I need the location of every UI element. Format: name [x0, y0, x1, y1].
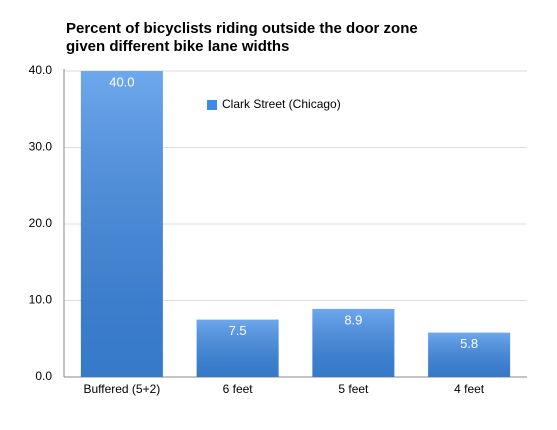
bar-shade — [428, 332, 511, 377]
y-tick-label: 0.0 — [35, 369, 52, 383]
y-tick-label: 10.0 — [29, 293, 53, 307]
x-tick-label: Buffered (5+2) — [83, 382, 160, 396]
value-label: 7.5 — [229, 323, 247, 338]
value-label: 5.8 — [460, 336, 478, 351]
bar-shade — [196, 319, 279, 377]
y-tick-label: 20.0 — [29, 216, 53, 230]
x-tick-label: 4 feet — [454, 382, 485, 396]
value-label: 40.0 — [109, 74, 134, 89]
chart-title: Percent of bicyclists riding outside the… — [66, 20, 418, 55]
y-tick-label: 30.0 — [29, 140, 53, 154]
bar-shade — [312, 308, 395, 377]
legend-label: Clark Street (Chicago) — [222, 97, 341, 111]
value-label: 8.9 — [344, 312, 362, 327]
bar-shade — [80, 71, 163, 377]
x-tick-label: 5 feet — [338, 382, 369, 396]
x-tick-label: 6 feet — [223, 382, 254, 396]
legend-swatch — [207, 100, 217, 110]
y-tick-label: 40.0 — [29, 63, 53, 77]
